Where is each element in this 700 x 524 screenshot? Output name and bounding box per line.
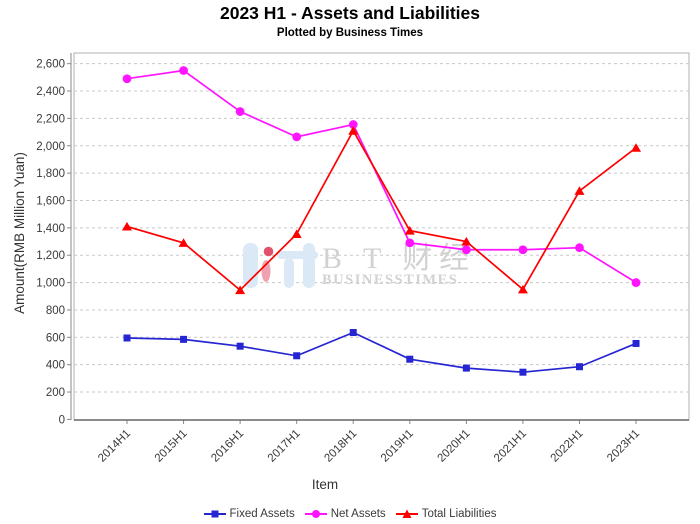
legend-label: Fixed Assets (229, 508, 295, 520)
legend-item-total-liabilities: Total Liabilities (395, 508, 497, 520)
y-tick-label: 2,000 (36, 141, 65, 153)
y-tick-label: 2,400 (36, 86, 65, 98)
x-tick-label: 2017H1 (266, 428, 303, 465)
marker-triangle (631, 143, 642, 152)
marker-triangle (517, 284, 528, 294)
legend-marker-shape (402, 509, 412, 518)
chart-legend: Fixed Assets Net Assets Total Liabilities (0, 508, 700, 520)
y-tick-label: 1,600 (36, 195, 65, 207)
marker-circle (292, 132, 302, 142)
legend-marker-triangle-icon (395, 509, 418, 518)
x-tick-label: 2016H1 (209, 428, 246, 465)
y-tick-label: 800 (46, 305, 65, 317)
marker-square (519, 368, 527, 376)
marker-circle (348, 120, 358, 129)
y-tick-label: 1,000 (36, 278, 65, 290)
legend-marker-square-icon (203, 510, 226, 518)
legend-item-fixed-assets: Fixed Assets (203, 508, 295, 520)
watermark-logo-pi-right (303, 243, 315, 288)
legend-marker-shape (211, 510, 219, 518)
legend-marker-circle-icon (304, 510, 327, 518)
y-axis-title: Amount(RMB Million Yuan) (12, 152, 27, 314)
marker-circle (405, 238, 415, 248)
y-tick-label: 1,800 (36, 168, 65, 180)
chart-title: 2023 H1 - Assets and Liabilities (219, 3, 480, 23)
x-tick-label: 2023H1 (605, 428, 642, 465)
marker-triangle (235, 285, 246, 295)
marker-square (632, 339, 640, 347)
legend-marker-shape (311, 510, 320, 518)
x-tick-label: 2018H1 (322, 428, 359, 465)
watermark-logo-dot (263, 246, 274, 257)
series-line (126, 331, 637, 374)
legend-label: Total Liabilities (421, 508, 497, 520)
y-tick-label: 200 (46, 387, 65, 399)
y-tick-label: 2,200 (36, 113, 65, 125)
marker-triangle (122, 221, 132, 231)
marker-square (349, 329, 357, 337)
series-fixed-assets (123, 329, 640, 376)
legend-item-net-assets: Net Assets (304, 508, 386, 520)
chart-subtitle: Plotted by Business Times (276, 27, 424, 39)
y-tick-label: 600 (46, 332, 65, 344)
marker-square (180, 335, 188, 343)
watermark-text-cn: B T 财经 (322, 242, 476, 275)
y-tick-label: 1,400 (36, 223, 65, 235)
x-tick-label: 2019H1 (379, 428, 416, 465)
y-tick-label: 1,200 (36, 250, 65, 262)
x-axis-title: Item (312, 477, 338, 492)
marker-square (236, 342, 244, 350)
x-tick-label: 2021H1 (492, 428, 529, 465)
marker-square (293, 352, 301, 360)
marker-triangle (291, 229, 302, 239)
x-tick-label: 2014H1 (96, 428, 133, 465)
y-tick-label: 2,600 (36, 59, 65, 71)
series-line (126, 128, 637, 292)
marker-circle (235, 107, 245, 116)
marker-circle (122, 74, 132, 84)
x-tick-label: 2020H1 (436, 428, 473, 465)
marker-circle (179, 66, 188, 75)
plot-border (73, 52, 690, 421)
marker-square (123, 334, 131, 342)
marker-square (575, 363, 583, 371)
x-tick-label: 2022H1 (549, 428, 586, 465)
marker-circle (518, 245, 528, 255)
marker-triangle (404, 225, 415, 235)
y-tick-label: 400 (46, 360, 65, 372)
watermark-logo-pi-left (284, 258, 294, 288)
watermark-logo-bar (243, 243, 258, 288)
marker-circle (575, 243, 584, 253)
legend-label: Net Assets (330, 508, 386, 520)
y-tick-label: 0 (59, 414, 65, 426)
series-total-liabilities (122, 126, 642, 295)
marker-circle (461, 245, 471, 255)
watermark-text-en: BUSINESSTIMES (322, 272, 458, 288)
marker-triangle (178, 238, 189, 247)
marker-triangle (574, 186, 585, 195)
marker-triangle (461, 236, 472, 246)
marker-circle (631, 278, 641, 287)
marker-square (406, 355, 414, 363)
x-tick-label: 2015H1 (153, 428, 190, 465)
series-line (126, 69, 637, 284)
marker-square (462, 364, 470, 372)
marker-triangle (348, 126, 359, 135)
series-net-assets (122, 66, 641, 287)
